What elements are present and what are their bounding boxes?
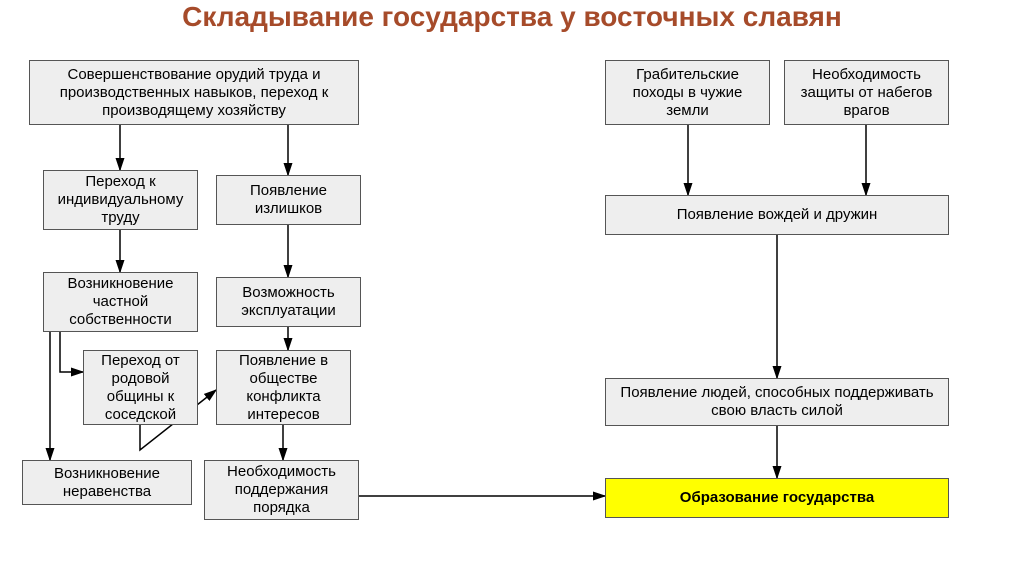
node-n5: Появление излишков	[216, 175, 361, 225]
node-n7: Возникновение частной собственности	[43, 272, 198, 332]
node-n1: Совершенствование орудий труда и произво…	[29, 60, 359, 125]
node-n8: Возможность эксплуатации	[216, 277, 361, 327]
node-n9: Переход от родовой общины к соседской	[83, 350, 198, 425]
node-n10: Появление в обществе конфликта интересов	[216, 350, 351, 425]
edge-n7-n9	[60, 332, 83, 372]
node-n13: Необходимость поддержания порядка	[204, 460, 359, 520]
node-n12: Возникновение неравенства	[22, 460, 192, 505]
node-n14: Образование государства	[605, 478, 949, 518]
node-n11: Появление людей, способных поддерживать …	[605, 378, 949, 426]
node-n4: Переход к индивидуальному труду	[43, 170, 198, 230]
diagram-title: Складывание государства у восточных слав…	[0, 0, 1024, 33]
node-n3: Необходимость защиты от набегов врагов	[784, 60, 949, 125]
node-n2: Грабительские походы в чужие земли	[605, 60, 770, 125]
node-n6: Появление вождей и дружин	[605, 195, 949, 235]
